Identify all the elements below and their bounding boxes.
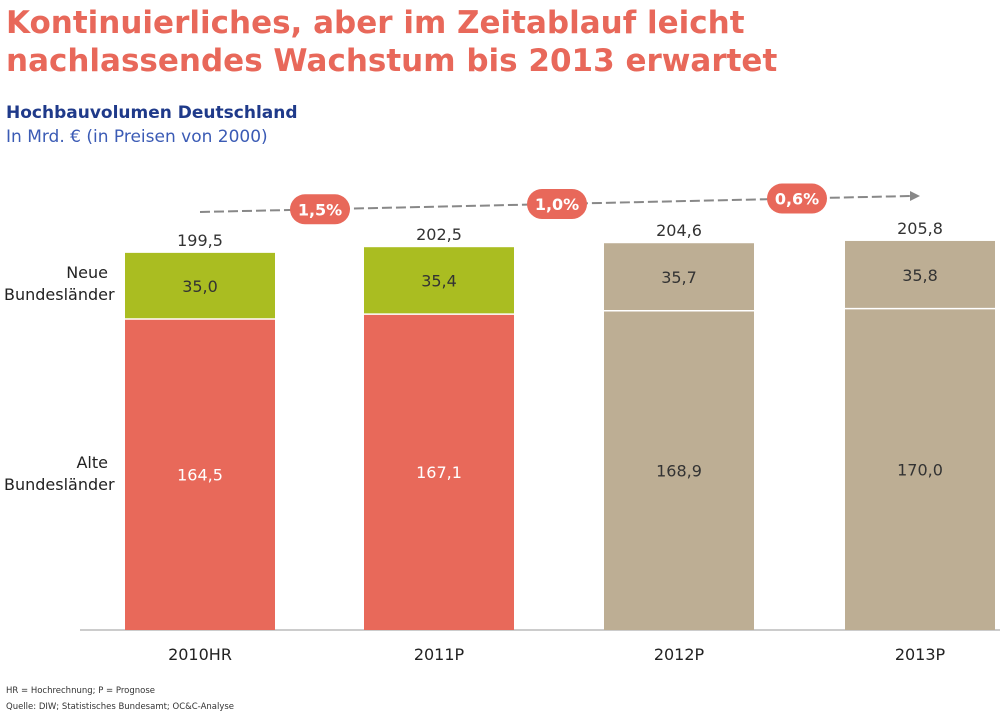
chart-subtitle: Hochbauvolumen Deutschland <box>6 103 298 123</box>
total-label-2010HR: 199,5 <box>177 231 223 250</box>
x-tick-label-2010HR: 2010HR <box>168 645 232 664</box>
x-tick-label-2013P: 2013P <box>895 645 946 664</box>
row-label-neue-line2: Bundesländer <box>4 285 115 304</box>
total-label-2013P: 205,8 <box>897 219 943 238</box>
total-label-2012P: 204,6 <box>656 221 702 240</box>
x-tick-label-2012P: 2012P <box>654 645 705 664</box>
growth-rate-label-1: 1,5% <box>298 200 342 219</box>
data-label-alte-2010HR: 164,5 <box>177 466 223 485</box>
data-label-neue-2010HR: 35,0 <box>182 277 218 296</box>
data-label-neue-2011P: 35,4 <box>421 272 457 291</box>
row-label-neue: Neue Bundesländer <box>4 262 115 306</box>
x-tick-label-2011P: 2011P <box>414 645 465 664</box>
growth-rate-badge-3 <box>767 183 827 214</box>
row-label-neue-line1: Neue <box>66 263 108 282</box>
growth-rate-label-2: 1,0% <box>535 195 579 214</box>
row-label-alte: Alte Bundesländer <box>4 452 115 496</box>
chart-title: Kontinuierliches, aber im Zeitablauf lei… <box>6 5 778 79</box>
bar-alte-2013P <box>845 308 995 630</box>
stacked-bar-chart: 164,5 35,0 199,5 2010HR 167,1 35,4 202,5 2011P 1… <box>80 183 1000 664</box>
growth-rate-badge-1 <box>290 194 350 225</box>
growth-rate-badge-2 <box>527 188 587 219</box>
bar-alte-2011P <box>364 314 514 630</box>
data-label-neue-2013P: 35,8 <box>902 266 938 285</box>
bar-neue-2011P <box>364 247 514 315</box>
bar-neue-2010HR <box>125 252 275 320</box>
data-label-alte-2011P: 167,1 <box>416 463 462 482</box>
data-label-alte-2013P: 170,0 <box>897 460 943 479</box>
total-label-2011P: 202,5 <box>416 225 462 244</box>
footnote-abbreviations: HR = Hochrechnung; P = Prognose <box>6 686 155 696</box>
bar-neue-2012P <box>604 243 754 311</box>
data-label-alte-2012P: 168,9 <box>656 461 702 480</box>
row-label-alte-line1: Alte <box>76 453 108 472</box>
footnote-source: Quelle: DIW; Statistisches Bundesamt; OC… <box>6 702 235 712</box>
row-label-alte-line2: Bundesländer <box>4 475 115 494</box>
growth-rate-label-3: 0,6% <box>775 190 819 209</box>
bar-alte-2010HR <box>125 319 275 630</box>
bar-alte-2012P <box>604 310 754 630</box>
bar-neue-2013P <box>845 240 995 309</box>
data-label-neue-2012P: 35,7 <box>661 268 697 287</box>
growth-trend-arrowhead <box>910 191 920 201</box>
unit-label: In Mrd. € (in Preisen von 2000) <box>6 127 268 147</box>
